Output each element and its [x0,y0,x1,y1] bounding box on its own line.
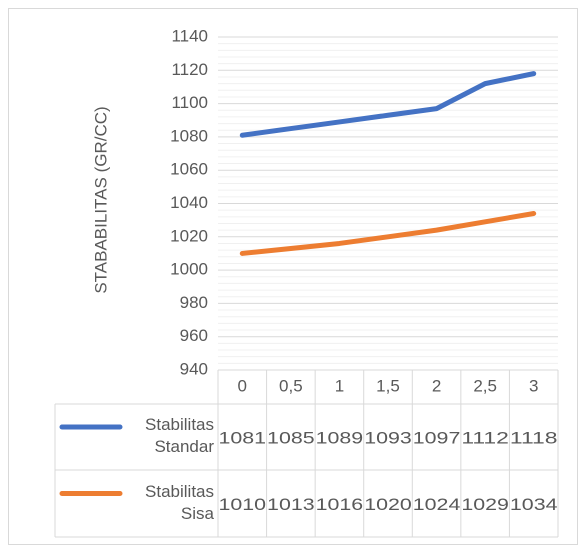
table-value: 1112 [461,428,509,447]
x-tick-label: 2 [432,376,441,395]
y-tick-label: 1000 [170,260,208,279]
table-value: 1118 [510,428,558,447]
y-tick-label: 1060 [170,160,208,179]
table-value: 1013 [267,495,315,514]
x-tick-label: 0 [238,376,247,395]
table-value: 1085 [267,428,315,447]
table-value: 1016 [316,495,364,514]
x-tick-label: 1,5 [376,376,400,395]
y-tick-label: 1080 [170,126,208,145]
y-tick-label: 980 [180,293,208,312]
table-value: 1093 [364,428,412,447]
table-value: 1089 [316,428,364,447]
table-value: 1020 [364,495,412,514]
series-line [239,71,537,138]
table-value: 1029 [461,495,509,514]
y-tick-label: 1020 [170,226,208,245]
y-tick-label: 1040 [170,193,208,212]
y-tick-label: 1120 [171,60,208,79]
x-tick-label: 2,5 [473,376,497,395]
series-line [239,210,537,256]
table-value: 1034 [510,495,558,514]
table-value: 1024 [413,495,461,514]
legend-label: Stabilitas Sisa [145,481,214,523]
y-tick-label: 940 [180,359,208,378]
x-tick-label: 0,5 [279,376,303,395]
x-tick-label: 1 [335,376,344,395]
y-tick-label: 1100 [171,93,208,112]
table-value: 1010 [219,495,267,514]
y-tick-label: 1140 [171,26,208,45]
table-value: 1097 [413,428,461,447]
y-tick-label: 960 [180,326,208,345]
y-axis-label: STABABILITAS (GR/CC) [91,106,110,293]
legend-label: Stabilitas Standar [145,415,214,456]
table-value: 1081 [219,428,267,447]
x-tick-label: 3 [529,376,538,395]
